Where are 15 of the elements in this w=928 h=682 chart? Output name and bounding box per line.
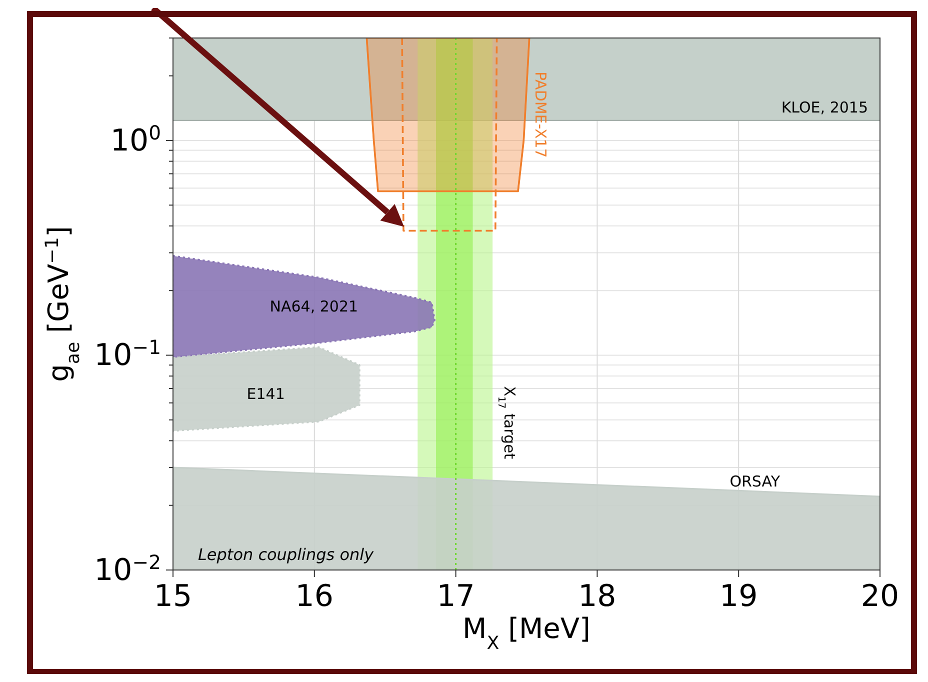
band-label: KLOE, 2015 [781, 98, 868, 116]
x-tick-label: 20 [860, 579, 900, 614]
text: E141 [246, 385, 285, 404]
x-tick-label: 16 [295, 579, 334, 614]
x-tick-label: 15 [154, 579, 192, 614]
series-label: ORSAY [730, 472, 781, 490]
text: PADME-X17 [531, 71, 550, 158]
x-axis-title: M$_{X}$ [MeV] [462, 612, 590, 654]
y-tick-label: 10$^{0}$ [110, 120, 161, 158]
x-tick-label: 19 [720, 579, 758, 614]
series-label: NA64, 2021 [270, 298, 358, 316]
annotation: Lepton couplings only [198, 545, 374, 564]
x-tick-label: 17 [436, 579, 475, 614]
y-tick-label: 10$^{−1}$ [94, 336, 161, 374]
x-tick-label: 18 [578, 579, 616, 614]
